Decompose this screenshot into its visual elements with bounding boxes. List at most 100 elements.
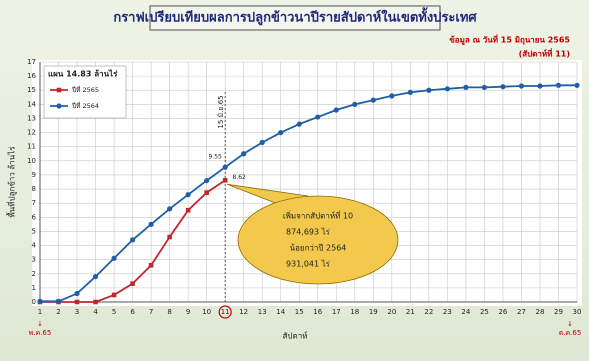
x-tick-label: 27 [517, 308, 526, 316]
x-tick-label: 10 [202, 308, 211, 316]
point [111, 292, 117, 298]
x-tick-label: 30 [573, 308, 582, 316]
x-tick-label: 3 [75, 308, 79, 316]
plan-label: แผน 14.83 ล้านไร่ [48, 69, 118, 79]
legend-symbol [56, 87, 62, 93]
point [129, 237, 136, 243]
y-tick-label: 16 [27, 72, 36, 80]
point [55, 298, 62, 304]
point [574, 82, 580, 88]
point [333, 107, 339, 113]
point [185, 207, 191, 213]
x-tick-label: 7 [149, 308, 153, 316]
point [315, 114, 321, 120]
point [481, 84, 488, 91]
callout [237, 195, 399, 285]
x-tick-label: 21 [406, 308, 415, 316]
y-tick-label: 10 [27, 157, 36, 165]
point [241, 151, 247, 157]
x-tick-label: 6 [130, 308, 135, 316]
point [185, 192, 191, 198]
point [537, 83, 543, 89]
point-label: 9.55 [208, 154, 222, 161]
x-tick-label: 14 [276, 308, 285, 316]
x-tick-label: 2 [56, 308, 60, 316]
x-axis-label: สัปดาห์ [283, 331, 308, 341]
point [167, 206, 173, 212]
legend-symbol [56, 103, 62, 109]
chart-title: กราฟเปรียบเทียบผลการปลูกข้าวนาปีรายสัปดา… [113, 7, 477, 26]
point [518, 83, 525, 89]
x-tick-label: 8 [167, 308, 171, 316]
x-tick-label: 28 [536, 308, 545, 316]
legend-label: ปีที่ 2564 [71, 101, 99, 110]
point [93, 299, 98, 305]
point-label: 8.62 [232, 174, 246, 181]
x-tick-label: 13 [258, 308, 267, 316]
point [148, 262, 154, 268]
y-tick-label: 6 [32, 213, 37, 221]
point [148, 221, 154, 227]
y-tick-label: 4 [32, 242, 37, 250]
point [370, 97, 376, 103]
point [278, 129, 284, 136]
x-end-label: ต.ค.65 [559, 329, 582, 337]
x-tick-label: 17 [332, 308, 341, 316]
legend-label: ปีที่ 2565 [71, 85, 99, 94]
point [444, 86, 450, 92]
x-tick-label: 1 [38, 308, 42, 316]
legend: แผน 14.83 ล้านไร่ปีที่ 2565 ปีที่ 2564 [43, 65, 127, 119]
point [204, 190, 209, 195]
y-tick-label: 9 [32, 171, 36, 179]
point [555, 82, 562, 88]
point [74, 299, 80, 305]
point [389, 93, 395, 99]
x-tick-label: 11 [221, 308, 230, 316]
point [222, 178, 228, 183]
y-tick-label: 13 [27, 114, 36, 122]
x-tick-label: 24 [461, 308, 470, 316]
point [407, 89, 413, 95]
x-start-label: พ.ค.65 [29, 329, 52, 337]
callout-text: 874,693 ไร่ [286, 228, 331, 237]
point [296, 121, 302, 127]
point [74, 290, 80, 297]
y-tick-label: 17 [27, 58, 36, 66]
point [92, 273, 99, 280]
x-tick-label: 18 [350, 308, 359, 316]
subtitle: (สัปดาห์ที่ 11) [519, 48, 570, 59]
y-tick-label: 7 [32, 199, 36, 207]
y-tick-label: 1 [32, 284, 36, 292]
callout-text: น้อยกว่าปี 2564 [290, 244, 347, 253]
series-line [40, 84, 577, 303]
marker-label: 15 มิ.ย.65 [217, 95, 225, 128]
x-tick-label: 20 [387, 308, 396, 316]
point [259, 139, 265, 146]
callout-text: 931,041 ไร่ [286, 260, 331, 269]
y-tick-label: 14 [27, 100, 36, 108]
x-tick-label: 19 [369, 308, 378, 316]
point [426, 87, 432, 93]
y-tick-label: 2 [32, 270, 36, 278]
x-tick-label: 16 [313, 308, 322, 316]
point [204, 177, 210, 184]
x-tick-label: 26 [498, 308, 507, 316]
point [222, 164, 228, 170]
point [463, 84, 469, 91]
x-tick-label: 23 [443, 308, 452, 316]
y-axis-label: พื้นที่ปลูกข้าว ล้านไร่ [6, 146, 18, 218]
x-tick-label: 9 [186, 308, 190, 316]
y-tick-label: 3 [32, 256, 36, 264]
subtitle: ข้อมูล ณ วันที่ 15 มิถุนายน 2565 [449, 34, 570, 46]
point [167, 234, 172, 240]
y-tick-label: 5 [32, 227, 36, 235]
point [500, 84, 506, 90]
y-tick-label: 0 [32, 298, 36, 306]
marker-circle [218, 305, 232, 319]
point [130, 281, 135, 286]
y-tick-label: 11 [27, 143, 36, 151]
point [37, 298, 43, 304]
callout-text: เพิ่มจากสัปดาห์ที่ 10 [283, 210, 353, 221]
x-tick-label: 15 [295, 308, 304, 316]
